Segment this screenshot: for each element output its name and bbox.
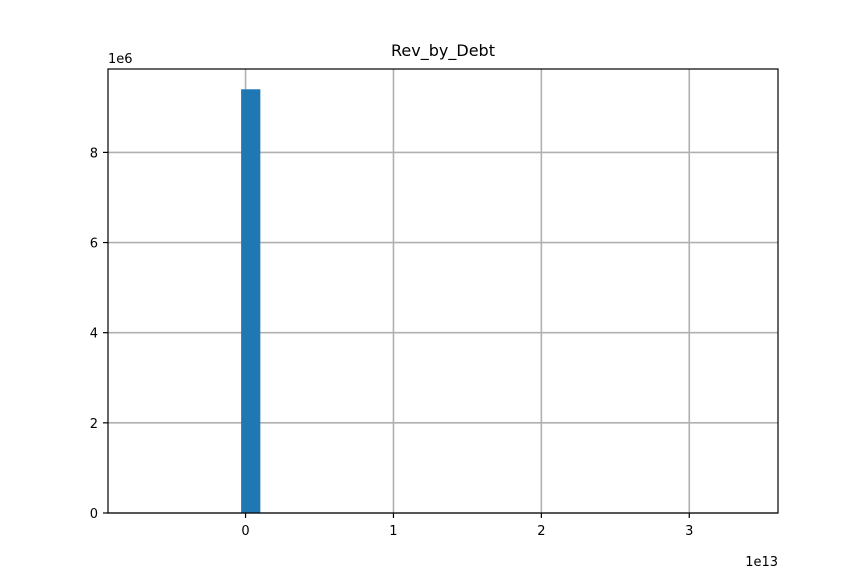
chart-title: Rev_by_Debt (391, 41, 495, 61)
axes-frame (107, 68, 779, 514)
x-tick-label: 0 (241, 524, 249, 539)
histogram-bar (241, 89, 261, 513)
y-tick-label: 8 (90, 146, 98, 161)
y-tick-label: 4 (90, 327, 98, 342)
x-tick-label: 1 (389, 524, 397, 539)
y-tick-label: 0 (90, 507, 98, 522)
x-tick-label: 3 (685, 524, 693, 539)
y-tick-label: 6 (90, 237, 98, 252)
bars (241, 89, 261, 513)
ticks: 0 1 2 3 0 2 4 6 8 (90, 146, 694, 539)
x-offset-label: 1e13 (745, 555, 778, 570)
grid-lines (108, 69, 778, 514)
y-tick-label: 2 (90, 417, 98, 432)
x-tick-label: 2 (537, 524, 545, 539)
y-offset-label: 1e6 (108, 52, 133, 67)
